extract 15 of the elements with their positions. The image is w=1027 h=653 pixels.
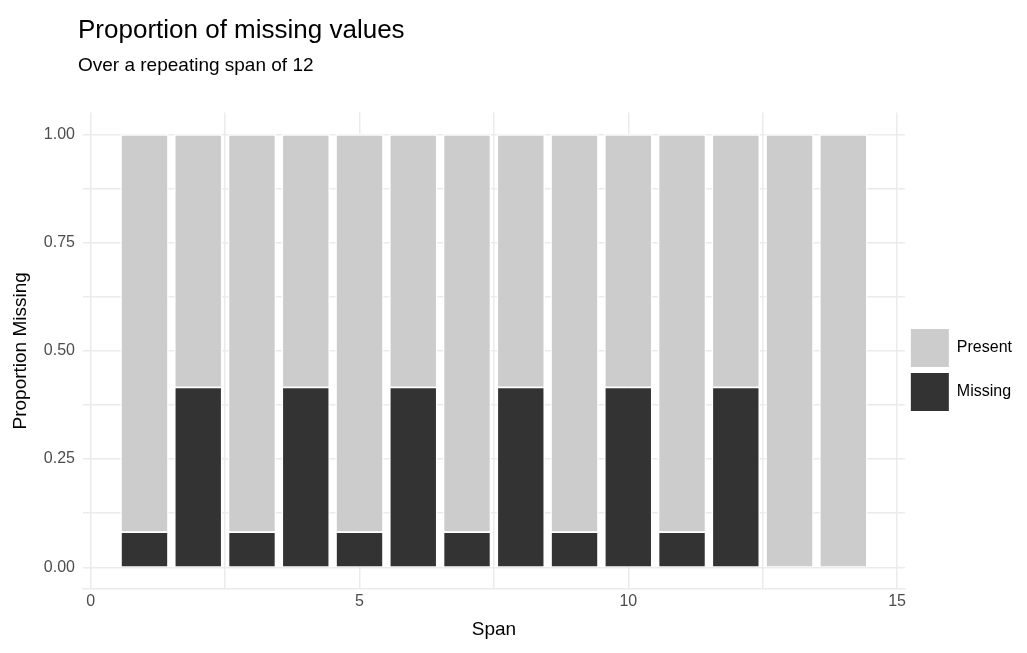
y-tick-label: 0.25	[43, 449, 76, 467]
x-tick-label: 0	[86, 592, 96, 610]
x-tick-label: 15	[888, 592, 907, 610]
y-tick-label: 0.50	[43, 341, 76, 359]
legend-label: Missing	[956, 382, 1012, 400]
legend-label: Present	[956, 338, 1013, 356]
y-tick-label: 1.00	[43, 124, 76, 142]
chart-title: Proportion of missing values	[78, 14, 405, 45]
y-tick-label: 0.75	[43, 232, 76, 250]
chart-subtitle: Over a repeating span of 12	[78, 54, 314, 76]
y-tick-label: 0.00	[43, 557, 76, 575]
x-tick-label: 10	[619, 592, 638, 610]
x-tick-label: 5	[355, 592, 365, 610]
y-axis-title: Proportion Missing	[8, 272, 30, 430]
x-axis-title: Span	[471, 617, 517, 639]
